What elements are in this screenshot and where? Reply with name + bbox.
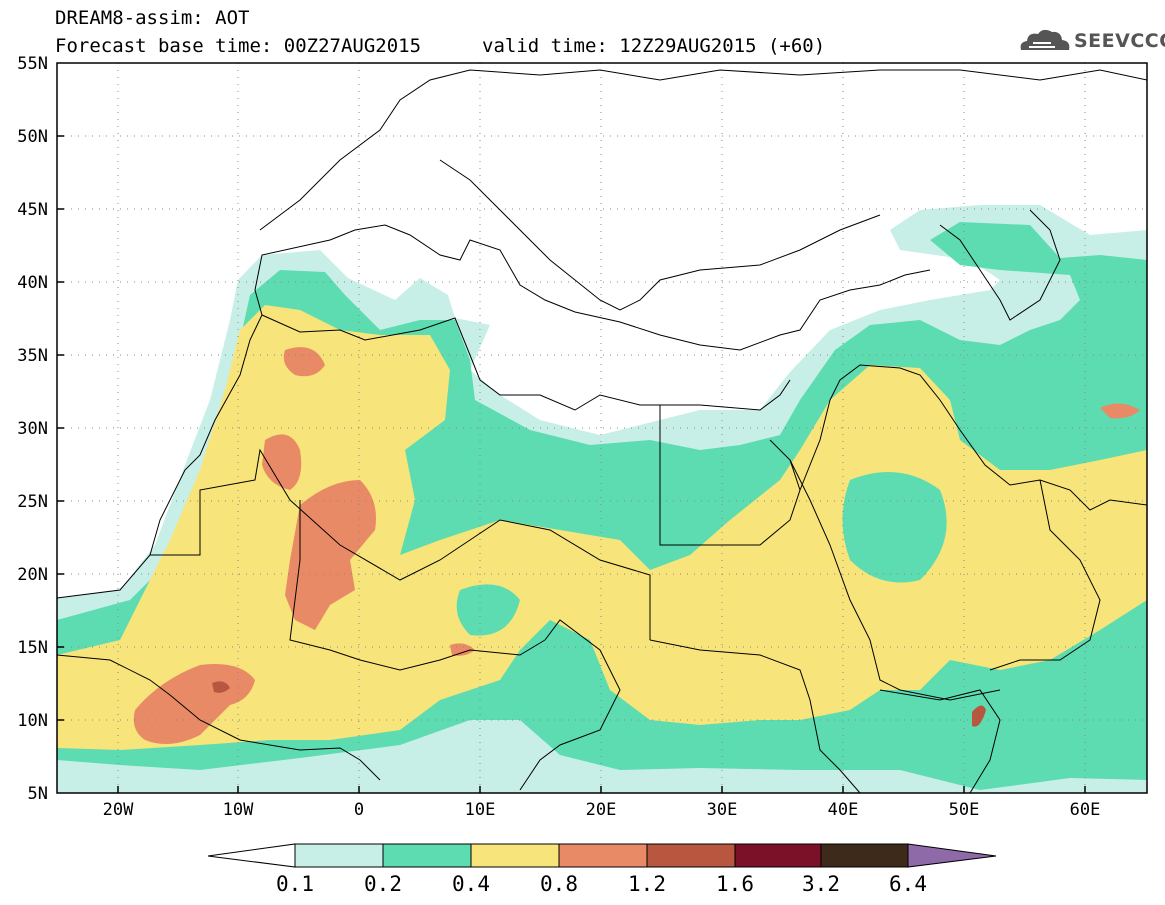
logo-text: SEEVCCC <box>1074 30 1165 52</box>
lat-label: 15N <box>17 638 48 658</box>
lat-label: 10N <box>17 711 48 731</box>
lon-label: 20W <box>102 800 134 820</box>
lon-label: 0 <box>353 800 365 820</box>
title-line-2: Forecast base time: 00Z27AUG2015 <box>55 35 422 57</box>
title-line-1: DREAM8-assim: AOT <box>55 7 250 29</box>
colorbar <box>207 843 997 868</box>
lon-label: 10W <box>222 800 254 820</box>
lat-label: 20N <box>17 565 48 585</box>
colorbar-level: 0.8 <box>540 872 578 896</box>
lat-label: 45N <box>17 200 48 220</box>
colorbar-level: 0.1 <box>276 872 314 896</box>
lon-label: 10E <box>464 800 496 820</box>
aot-band-0.8 <box>283 347 325 377</box>
colorbar-level: 3.2 <box>802 872 840 896</box>
lat-label: 55N <box>17 54 48 74</box>
cloud-icon <box>1020 29 1070 50</box>
valid-time: valid time: 12Z29AUG2015 (+60) <box>482 35 826 57</box>
colorbar-level: 1.2 <box>628 872 666 896</box>
lat-label: 30N <box>17 419 48 439</box>
lon-label: 20E <box>585 800 617 820</box>
lat-label: 35N <box>17 346 48 366</box>
lon-label: 50E <box>948 800 980 820</box>
lat-label: 5N <box>27 784 48 804</box>
lon-label: 40E <box>827 800 859 820</box>
colorbar-level: 0.2 <box>364 872 402 896</box>
lat-label: 40N <box>17 273 48 293</box>
lon-label: 30E <box>706 800 738 820</box>
lat-label: 25N <box>17 492 48 512</box>
colorbar-level: 6.4 <box>889 872 927 896</box>
colorbar-level: 1.6 <box>716 872 754 896</box>
colorbar-under-arrow <box>207 843 296 868</box>
colorbar-over-arrow <box>907 843 997 868</box>
lon-label: 60E <box>1069 800 1101 820</box>
aot-band-0.4 <box>57 305 1147 750</box>
colorbar-level: 0.4 <box>452 872 490 896</box>
lat-label: 50N <box>17 127 48 147</box>
